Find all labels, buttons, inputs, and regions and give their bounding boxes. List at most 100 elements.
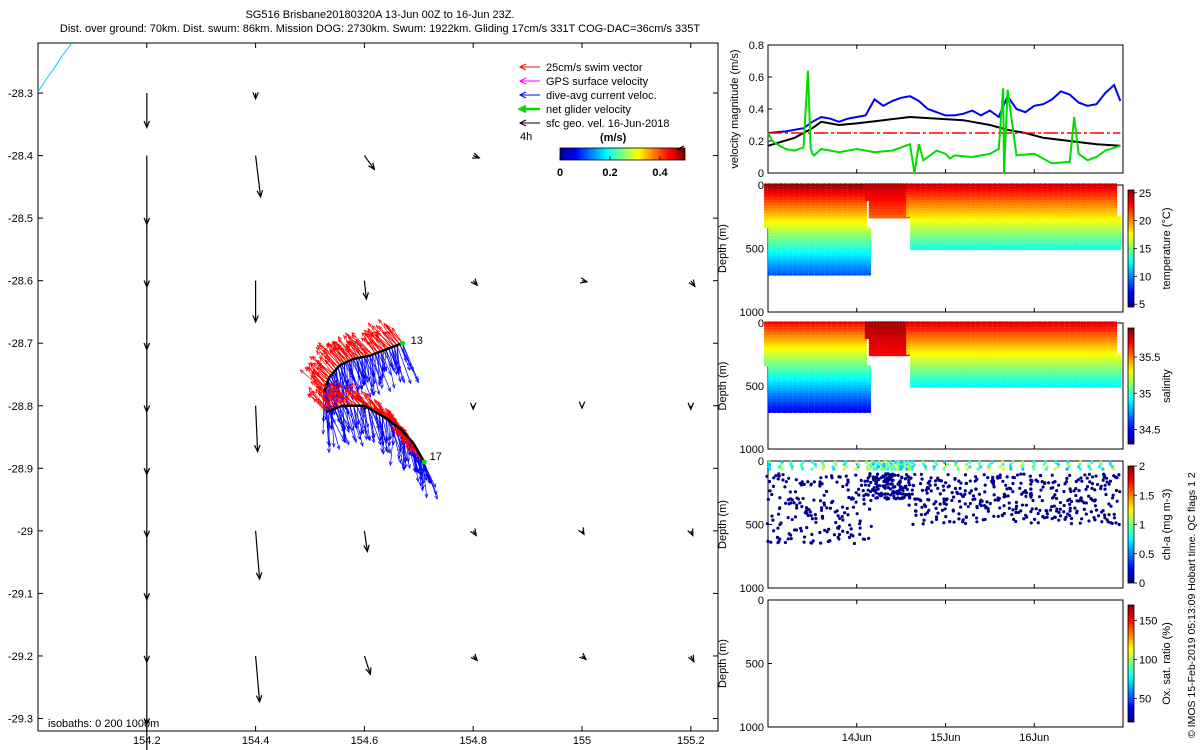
swim-vector (356, 339, 373, 355)
swim-vector (318, 364, 329, 381)
data-point (844, 224, 849, 229)
current-vector (358, 357, 368, 380)
data-point (774, 191, 779, 196)
data-point (763, 216, 768, 221)
geostrophic-vector-head (470, 528, 478, 537)
data-point (767, 247, 772, 251)
data-point (773, 227, 777, 232)
swim-vector (368, 322, 387, 350)
swim-vector (329, 349, 341, 366)
data-point (796, 185, 800, 190)
swim-vector-head (354, 395, 360, 400)
swim-vector (361, 332, 376, 354)
data-point (785, 362, 789, 367)
arrow-left-icon (518, 91, 527, 99)
data-point (800, 272, 804, 276)
data-point (785, 219, 789, 223)
map-x-tick-label: 155.2 (677, 735, 705, 747)
map-panel: 154.2 154.4 154.6 154.8 155 155.2 -28.3-28.4-… (8, 42, 719, 750)
data-point (780, 362, 784, 367)
geostrophic-vector (363, 155, 375, 170)
swim-vector-head (329, 382, 334, 388)
current-vector (381, 416, 383, 453)
geostrophic-vector-head (254, 444, 261, 454)
data-point (784, 260, 788, 265)
current-vector-head (424, 493, 429, 499)
swim-vector-head (371, 324, 377, 330)
data-point (794, 252, 799, 257)
current-vector-head (353, 438, 358, 444)
swim-vector-head (353, 343, 358, 349)
swim-vector (343, 335, 360, 359)
data-point (773, 238, 777, 243)
swim-vector-head (310, 374, 315, 379)
data-point (810, 272, 815, 276)
current-vector-head (380, 384, 384, 390)
data-point (790, 219, 795, 223)
swim-vector (308, 367, 326, 389)
swim-vector-head (363, 329, 369, 334)
data-point (785, 185, 789, 190)
swim-vector-head (384, 331, 389, 336)
data-point (790, 216, 795, 221)
data-point (773, 272, 777, 276)
legend-time-label: 4h (520, 131, 532, 143)
swim-vector-head (308, 362, 313, 368)
colorbar-tick-label: 0 (557, 167, 563, 179)
data-point (794, 269, 799, 273)
data-point (972, 213, 976, 218)
current-vector-head (387, 387, 391, 393)
data-point (778, 238, 783, 243)
data-point (992, 246, 997, 251)
current-vector-head (345, 378, 350, 384)
swim-vector-head (348, 385, 353, 390)
data-point (767, 260, 772, 265)
current-vector-head (346, 425, 351, 431)
data-point (832, 272, 836, 276)
data-point (796, 194, 800, 198)
swim-vector (323, 384, 347, 407)
current-vector-head (350, 374, 355, 380)
current-vector-head (421, 479, 426, 484)
current-vector (399, 344, 411, 371)
swim-vector (329, 348, 343, 365)
swim-vector (318, 392, 338, 409)
arrow-left-icon (518, 119, 527, 127)
swim-vector (385, 324, 401, 345)
swim-vector (338, 336, 354, 360)
data-point (1077, 213, 1082, 218)
data-point (778, 255, 783, 260)
data-point (774, 197, 779, 201)
data-point (769, 213, 773, 218)
track-end-marker (421, 459, 427, 465)
y-tick-label: 500 (746, 244, 764, 256)
data-point (1066, 213, 1071, 218)
data-point (816, 272, 820, 276)
swim-vector-head (312, 380, 318, 385)
colorbar (1127, 327, 1135, 445)
current-vector (360, 405, 368, 440)
swim-vector (376, 325, 395, 347)
data-point (959, 246, 964, 251)
geostrophic-vector-head (252, 92, 259, 101)
swim-vector-head (379, 407, 385, 413)
swim-vector-head (401, 437, 407, 443)
swim-vector-head (311, 371, 316, 377)
data-point (921, 246, 925, 251)
colorbar-tick-label: 10 (1139, 271, 1151, 283)
data-point (1027, 213, 1032, 218)
data-point (763, 219, 768, 223)
data-point (789, 241, 793, 246)
data-point (950, 213, 954, 218)
y-axis-label: velocity magnitude (m/s) (729, 49, 741, 168)
data-point (1031, 246, 1036, 251)
current-vector-head (410, 366, 414, 372)
geostrophic-vector-head (688, 279, 696, 288)
current-vector (367, 407, 382, 445)
y-tick-label: 0 (758, 168, 764, 180)
data-point (796, 202, 800, 207)
data-point (785, 202, 789, 207)
swim-vector (329, 344, 347, 363)
map-y-tick-label: -29.3 (8, 713, 33, 725)
